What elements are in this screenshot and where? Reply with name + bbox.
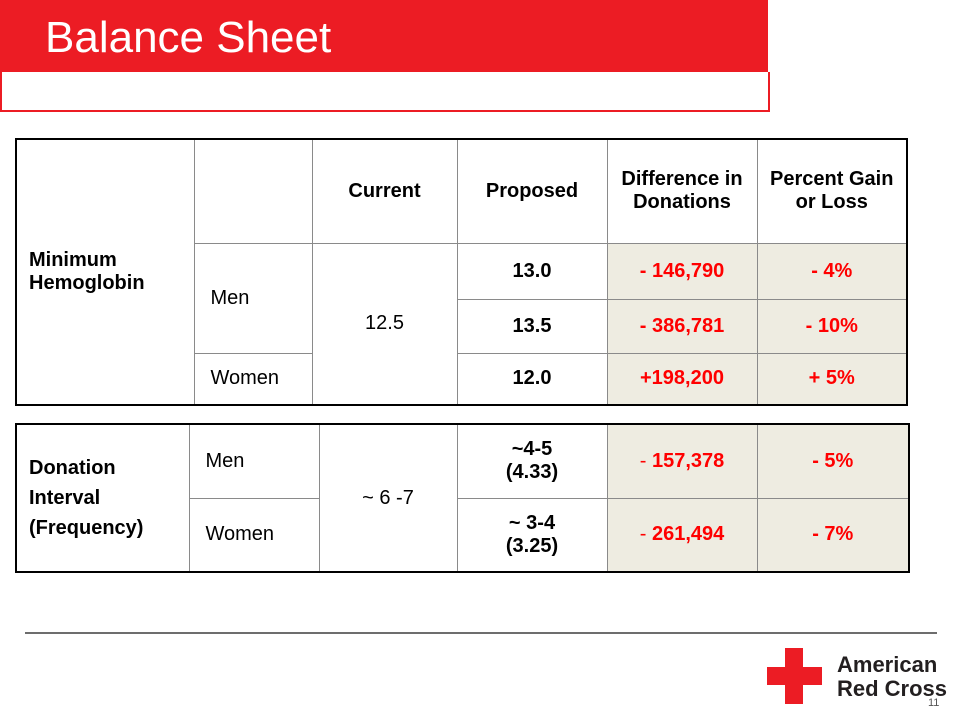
group-women-label: Women — [193, 352, 313, 406]
proposed-value: 12.0 — [456, 352, 608, 406]
current-value: 12.5 — [311, 242, 458, 406]
header-proposed: Proposed — [456, 138, 608, 244]
proposed-average: (3.25) — [505, 534, 559, 557]
difference-value: - 146,790 — [606, 242, 758, 300]
percent-value: - 5% — [756, 423, 910, 499]
donation-interval-label: Donation Interval (Frequency) — [15, 423, 190, 573]
group-men-label: Men — [188, 423, 320, 499]
slide-title: Balance Sheet — [45, 13, 332, 62]
difference-value: - 386,781 — [606, 298, 758, 354]
title-underbox — [0, 72, 770, 112]
proposed-range: ~4-5 — [511, 438, 553, 461]
min-hemoglobin-label: Minimum Hemoglobin — [15, 138, 195, 406]
header-difference: Difference in Donations — [606, 138, 758, 244]
donation-interval-table: Donation Interval (Frequency) Men ~ 6 -7… — [15, 423, 910, 573]
percent-value: - 4% — [756, 242, 908, 300]
proposed-value: ~ 3-4 (3.25) — [456, 497, 608, 573]
footer-divider — [25, 632, 937, 634]
header-percent: Percent Gain or Loss — [756, 138, 908, 244]
logo-line1: American — [837, 652, 938, 677]
header-blank — [193, 138, 313, 244]
page-number: 11 — [928, 697, 940, 709]
red-cross-icon-bar — [767, 667, 822, 685]
proposed-range: ~ 3-4 — [508, 511, 556, 534]
difference-sign: - — [639, 449, 647, 472]
difference-value: +198,200 — [606, 352, 758, 406]
percent-value: - 7% — [756, 497, 910, 573]
red-cross-logo: American Red Cross — [767, 648, 947, 706]
title-bar: Balance Sheet — [0, 0, 768, 72]
proposed-average: (4.33) — [505, 461, 559, 484]
proposed-value: 13.0 — [456, 242, 608, 300]
hemoglobin-table: Minimum Hemoglobin Current Proposed Diff… — [15, 138, 908, 406]
logo-line2: Red Cross — [837, 676, 948, 701]
difference-value: - 261,494 — [606, 497, 758, 573]
header-current: Current — [311, 138, 458, 244]
percent-value: + 5% — [756, 352, 908, 406]
percent-value: - 10% — [756, 298, 908, 354]
difference-amount: 261,494 — [646, 523, 725, 546]
difference-value: - 157,378 — [606, 423, 758, 499]
group-women-label: Women — [188, 497, 320, 573]
group-men-label: Men — [193, 242, 313, 354]
proposed-value: ~4-5 (4.33) — [456, 423, 608, 499]
proposed-value: 13.5 — [456, 298, 608, 354]
difference-sign: - — [639, 523, 647, 546]
difference-amount: 157,378 — [646, 449, 725, 472]
current-value: ~ 6 -7 — [318, 423, 458, 573]
